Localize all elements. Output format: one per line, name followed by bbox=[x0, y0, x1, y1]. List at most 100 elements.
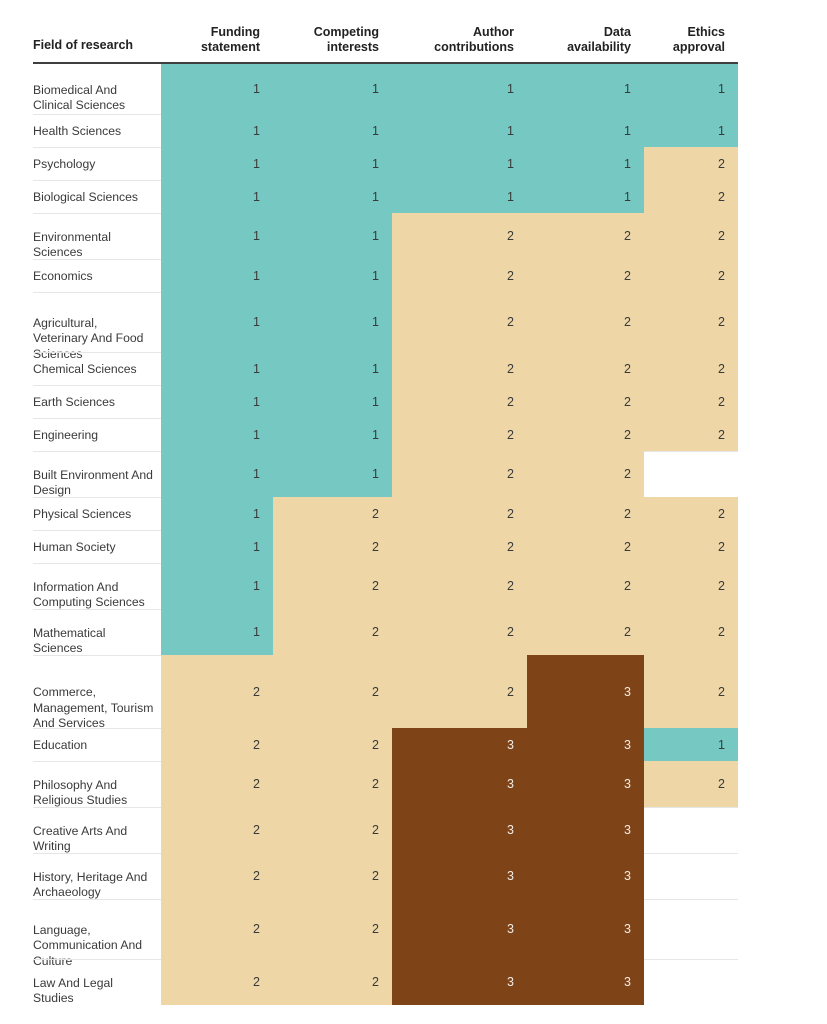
cell-value: 1 bbox=[507, 82, 514, 96]
row-label: Philosophy And Religious Studies bbox=[33, 777, 128, 808]
heatmap-cell: 2 bbox=[161, 655, 273, 728]
table-row: Economics 1 1 2 2 2 bbox=[0, 259, 827, 292]
heatmap-cell: 2 bbox=[161, 761, 273, 807]
heatmap-cell: 2 bbox=[273, 959, 392, 1005]
column-header-line-1: Competing bbox=[313, 25, 379, 39]
heatmap-cell: 2 bbox=[273, 563, 392, 609]
cell-value: 1 bbox=[507, 189, 514, 204]
heatmap-cell: 1 bbox=[161, 180, 273, 213]
cell-value: 1 bbox=[253, 268, 260, 283]
heatmap-cell: 2 bbox=[392, 213, 527, 259]
heatmap-cell: 2 bbox=[644, 563, 738, 609]
heatmap-cell: 3 bbox=[392, 728, 527, 761]
row-label: Biomedical And Clinical Sciences bbox=[33, 82, 126, 113]
heatmap-cell: 2 bbox=[392, 563, 527, 609]
heatmap-cell: 2 bbox=[644, 497, 738, 530]
heatmap-cell: 2 bbox=[392, 418, 527, 451]
row-label: Law And Legal Studies bbox=[33, 975, 113, 1006]
cell-value: 1 bbox=[253, 229, 260, 243]
cell-value: 1 bbox=[718, 737, 725, 752]
cell-value: 2 bbox=[624, 394, 631, 409]
cell-value: 1 bbox=[253, 123, 260, 138]
row-label: Information And Computing Sciences bbox=[33, 579, 145, 610]
heatmap-cell: 2 bbox=[644, 180, 738, 213]
column-header-line-2: approval bbox=[672, 40, 725, 54]
cell-value: 1 bbox=[624, 189, 631, 204]
column-header-author-contributions: Author contributions bbox=[392, 25, 514, 55]
heatmap-cell: 1 bbox=[273, 147, 392, 180]
cell-value: 2 bbox=[372, 922, 379, 936]
heatmap-cell: 2 bbox=[273, 609, 392, 655]
heatmap-cell: 1 bbox=[392, 114, 527, 147]
cell-value: 2 bbox=[372, 684, 379, 699]
cell-value: 2 bbox=[718, 229, 725, 243]
heatmap-cell: 2 bbox=[392, 655, 527, 728]
cell-value: 1 bbox=[718, 123, 725, 138]
heatmap-cell: 1 bbox=[273, 64, 392, 114]
heatmap-cell: 1 bbox=[161, 563, 273, 609]
column-header-line-1: Author bbox=[473, 25, 514, 39]
cell-value: 2 bbox=[372, 737, 379, 752]
heatmap-cell: 2 bbox=[273, 655, 392, 728]
heatmap-cell: 2 bbox=[527, 563, 644, 609]
cell-value: 1 bbox=[507, 123, 514, 138]
cell-value: 1 bbox=[253, 315, 260, 329]
heatmap-cell: 2 bbox=[527, 418, 644, 451]
heatmap-cell: 1 bbox=[527, 180, 644, 213]
cell-value: 2 bbox=[718, 427, 725, 442]
cell-value: 2 bbox=[624, 506, 631, 521]
cell-value: 1 bbox=[624, 123, 631, 138]
heatmap-cell: 3 bbox=[527, 899, 644, 959]
cell-value: 2 bbox=[624, 539, 631, 554]
cell-value: 3 bbox=[624, 922, 631, 936]
table-row: Agricultural, Veterinary And Food Scienc… bbox=[0, 292, 827, 361]
heatmap-cell bbox=[644, 853, 738, 899]
heatmap-cell: 2 bbox=[392, 385, 527, 418]
heatmap-cell: 2 bbox=[273, 530, 392, 563]
heatmap-cell: 1 bbox=[273, 451, 392, 497]
heatmap-cell: 2 bbox=[392, 530, 527, 563]
table-row: Mathematical Sciences 1 2 2 2 2 bbox=[0, 609, 827, 655]
cell-value: 3 bbox=[624, 823, 631, 837]
row-label: Biological Sciences bbox=[33, 190, 139, 205]
heatmap-cell: 2 bbox=[392, 292, 527, 352]
cell-value: 2 bbox=[507, 625, 514, 639]
row-label: Engineering bbox=[33, 428, 99, 443]
cell-value: 2 bbox=[507, 229, 514, 243]
table-row: Engineering 1 1 2 2 2 bbox=[0, 418, 827, 451]
heatmap-cell: 1 bbox=[161, 114, 273, 147]
heatmap-cell: 1 bbox=[527, 147, 644, 180]
column-header-data-availability: Data availability bbox=[527, 25, 631, 55]
cell-value: 1 bbox=[372, 268, 379, 283]
cell-value: 1 bbox=[372, 394, 379, 409]
heatmap-cell: 2 bbox=[644, 530, 738, 563]
table-row: Biomedical And Clinical Sciences 1 1 1 1 1 bbox=[0, 64, 827, 114]
cell-value: 2 bbox=[253, 684, 260, 699]
cell-value: 2 bbox=[253, 823, 260, 837]
row-label: Human Society bbox=[33, 540, 116, 555]
cell-value: 3 bbox=[507, 922, 514, 936]
cell-value: 2 bbox=[507, 394, 514, 409]
cell-value: 1 bbox=[253, 427, 260, 442]
row-label: Language, Communication And Culture bbox=[33, 922, 143, 968]
heatmap-cell: 1 bbox=[273, 292, 392, 352]
cell-value: 2 bbox=[507, 684, 514, 699]
table-row: Language, Communication And Culture 2 2 3 3 bbox=[0, 899, 827, 968]
heatmap-cell: 1 bbox=[273, 385, 392, 418]
heatmap-cell: 2 bbox=[161, 959, 273, 1005]
heatmap-cell: 2 bbox=[527, 213, 644, 259]
cell-value: 2 bbox=[718, 394, 725, 409]
cell-value: 2 bbox=[624, 315, 631, 329]
heatmap-cell: 1 bbox=[273, 180, 392, 213]
heatmap-cell: 3 bbox=[527, 807, 644, 853]
table-row: Chemical Sciences 1 1 2 2 2 bbox=[0, 352, 827, 385]
column-header-line-2: interests bbox=[326, 40, 379, 54]
heatmap-cell: 2 bbox=[527, 352, 644, 385]
heatmap-cell: 2 bbox=[273, 761, 392, 807]
heatmap-cell: 2 bbox=[392, 451, 527, 497]
cell-value: 3 bbox=[624, 869, 631, 883]
row-label: Psychology bbox=[33, 157, 96, 172]
row-label: Creative Arts And Writing bbox=[33, 823, 128, 854]
heatmap-cell: 3 bbox=[527, 728, 644, 761]
heatmap-cell: 2 bbox=[644, 609, 738, 655]
